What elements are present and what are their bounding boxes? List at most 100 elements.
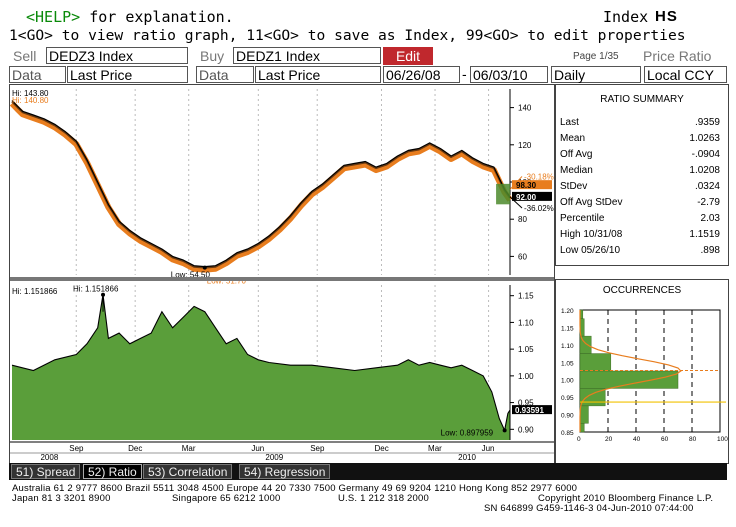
ratio-summary-value: 1.1519 (689, 229, 720, 240)
last-badge-2: 92.00 (516, 193, 537, 202)
periodicity-select[interactable]: Daily (551, 66, 641, 83)
ratio-line (11, 294, 511, 433)
occ-x-tick-label: 0 (577, 436, 581, 443)
price-y-tick-label: 120 (518, 141, 532, 150)
currency-select[interactable]: Local CCY (644, 66, 727, 83)
occ-y-tick-label: 1.20 (561, 308, 574, 315)
end-date-field[interactable]: 06/03/10 (470, 66, 548, 83)
ratio-summary-row: Percentile 2.03 (560, 213, 724, 224)
ratio-summary-value: 2.03 (700, 213, 720, 224)
ratio-last-badge-bg (512, 405, 552, 415)
footer-line1: Australia 61 2 9777 8600 Brazil 5511 304… (12, 483, 578, 494)
occ-y-tick-label: 0.85 (561, 430, 574, 437)
ratio-summary-label: Percentile (560, 213, 605, 224)
page-indicator: Page 1/35 (573, 51, 619, 62)
ratio-summary-label: Low 05/26/10 (560, 245, 621, 256)
price-hi-label-2: Hi: 140.80 (12, 96, 49, 105)
occ-x-tick-label: 80 (689, 436, 697, 443)
ratio-summary-label: Off Avg (560, 149, 593, 160)
ratio-summary-value: .9359 (694, 117, 720, 128)
footer-line2-us: U.S. 1 212 318 2000 (338, 493, 429, 504)
ratio-y-tick-label: 1.10 (518, 318, 534, 327)
ratio-hi-label-corner: Hi: 1.151866 (12, 287, 58, 296)
footer-copyright: Copyright 2010 Bloomberg Finance L.P. (538, 493, 714, 504)
sell-security-field[interactable]: DEDZ3 Index (46, 47, 188, 64)
ratio-summary-label: High 10/31/08 (560, 229, 623, 240)
date-separator: - (462, 66, 467, 82)
ratio-hi-marker (101, 292, 106, 297)
ratio-summary-value: .898 (700, 245, 720, 256)
ratio-area (12, 294, 510, 440)
tab-correlation[interactable]: 53) Correlation (143, 464, 233, 479)
price-ratio-label: Price Ratio (643, 48, 712, 64)
occ-y-tick-label: 0.90 (561, 413, 574, 420)
ratio-y-tick-label: 0.95 (518, 399, 534, 408)
help-line: <HELP> for explanation. (26, 8, 234, 26)
occ-bar (579, 353, 612, 372)
tab-spread[interactable]: 51) Spread (11, 464, 81, 479)
x-month-label: Dec (374, 444, 388, 453)
ratio-summary-value: .0324 (694, 181, 720, 192)
occ-x-tick-label: 60 (661, 436, 669, 443)
buy-label: Buy (200, 48, 225, 64)
last-badge-1: 98.30 (516, 181, 537, 190)
occ-x-tick-label: 20 (605, 436, 613, 443)
occurrences-panel: OCCURRENCES 1.20 1.15 1.10 1.05 1.00 0.95 0.90… (555, 279, 729, 464)
price-low-label: Low: 54.50 (171, 271, 211, 280)
x-year-label: 2009 (265, 453, 283, 462)
ratio-summary-title: RATIO SUMMARY (600, 94, 684, 105)
ratio-y-tick-label: 1.05 (518, 345, 534, 354)
data2-field[interactable]: Last Price (255, 66, 381, 83)
ratio-hi-label: Hi: 1.151866 (73, 285, 119, 294)
tab-ratio[interactable]: 52) Ratio (83, 464, 142, 479)
ratio-summary-value: 1.0263 (689, 133, 720, 144)
price-y-tick-label: 80 (518, 215, 527, 224)
ratio-summary-label: Off Avg StDev (560, 197, 623, 208)
ratio-summary-row: Off Avg -.0904 (560, 149, 724, 160)
change-label-1: -30.18% (524, 172, 554, 181)
ratio-y-tick-label: 0.90 (518, 425, 534, 434)
price-low-label-2: Low: 51.70 (207, 277, 247, 286)
instructions-line: 1<GO> to view ratio graph, 11<GO> to sav… (9, 27, 686, 44)
x-year-label: 2010 (458, 453, 476, 462)
occ-bar (579, 423, 585, 433)
buy-security-field[interactable]: DEDZ1 Index (233, 47, 381, 64)
ratio-summary-value: 1.0208 (689, 165, 720, 176)
x-month-label: Sep (69, 444, 84, 453)
ratio-summary-value: -.0904 (691, 149, 720, 160)
ratio-summary-label: StDev (560, 181, 588, 192)
ratio-summary-row: StDev .0324 (560, 181, 724, 192)
data1-field[interactable]: Last Price (67, 66, 188, 83)
price-y-tick-label: 60 (518, 252, 527, 261)
occ-y-tick-label: 0.95 (561, 395, 574, 402)
occ-y-tick-label: 1.10 (561, 343, 574, 350)
ratio-summary-row: Last .9359 (560, 117, 724, 128)
function-code: HS (655, 8, 678, 25)
ratio-summary-row: Median 1.0208 (560, 165, 724, 176)
footer-session: SN 646899 G459-1146-3 04-Jun-2010 07:44:… (484, 503, 694, 514)
ratio-summary-label: Median (560, 165, 593, 176)
ratio-summary-row: High 10/31/08 1.1519 (560, 229, 724, 240)
tab-regression[interactable]: 54) Regression (239, 464, 331, 479)
ratio-summary-panel: RATIO SUMMARY Last .9359 Mean 1.0263 Off Avg… (555, 84, 729, 266)
ratio-summary-label: Last (560, 117, 579, 128)
ratio-summary-row: Low 05/26/10 .898 (560, 245, 724, 256)
ratio-y-tick-label: 1.00 (518, 372, 534, 381)
x-year-label: 2008 (40, 453, 58, 462)
edit-button[interactable]: Edit (383, 47, 433, 65)
occurrences-title: OCCURRENCES (602, 285, 682, 296)
x-month-label: Jun (251, 444, 264, 453)
help-key[interactable]: <HELP> (26, 8, 81, 26)
dedz1-tail-fill (496, 183, 510, 205)
footer-line2-singapore: Singapore 65 6212 1000 (172, 493, 281, 504)
data2-label: Data (196, 66, 254, 83)
x-month-label: Dec (128, 444, 142, 453)
panel-separator (10, 277, 554, 281)
footer-line2-japan: Japan 81 3 3201 8900 (12, 493, 111, 504)
x-month-label: Mar (428, 444, 442, 453)
start-date-field[interactable]: 06/26/08 (383, 66, 460, 83)
index-label: Index (603, 8, 649, 26)
ratio-y-tick-label: 1.15 (518, 292, 534, 301)
occurrences-chart: 1.20 1.15 1.10 1.05 1.00 0.95 0.90 0.850 20 40 60 8… (561, 308, 728, 443)
ratio-low-label: Low: 0.897959 (441, 428, 494, 437)
